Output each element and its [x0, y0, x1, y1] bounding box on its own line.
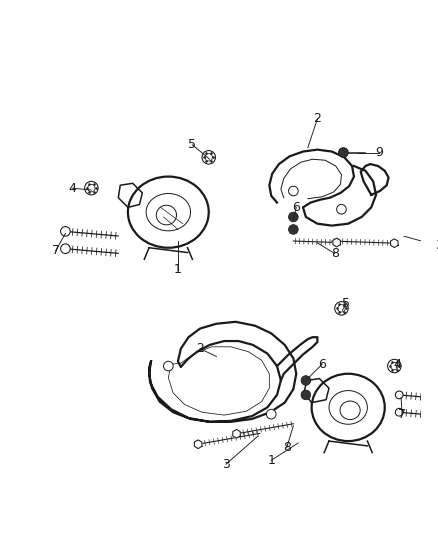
- Circle shape: [301, 376, 311, 385]
- Circle shape: [289, 212, 298, 222]
- Text: 8: 8: [331, 247, 339, 260]
- Circle shape: [335, 302, 348, 315]
- Polygon shape: [333, 238, 340, 247]
- Polygon shape: [391, 239, 398, 247]
- Polygon shape: [304, 378, 329, 402]
- Polygon shape: [233, 430, 240, 438]
- Text: 8: 8: [283, 441, 291, 454]
- Text: 1: 1: [174, 263, 182, 277]
- Circle shape: [396, 408, 403, 416]
- Text: 6: 6: [292, 201, 300, 214]
- Polygon shape: [118, 183, 142, 207]
- Text: 5: 5: [342, 297, 350, 310]
- Text: 4: 4: [68, 182, 76, 195]
- Polygon shape: [361, 164, 389, 195]
- Polygon shape: [269, 150, 376, 225]
- Text: 1: 1: [267, 454, 275, 467]
- Circle shape: [289, 224, 298, 235]
- Text: 3: 3: [222, 458, 230, 471]
- Circle shape: [337, 205, 346, 214]
- Circle shape: [163, 361, 173, 371]
- Text: 2: 2: [314, 112, 321, 125]
- Circle shape: [396, 391, 403, 399]
- Ellipse shape: [312, 374, 385, 441]
- Circle shape: [339, 148, 348, 157]
- Text: 9: 9: [375, 146, 383, 159]
- Text: 5: 5: [188, 139, 196, 151]
- Circle shape: [60, 244, 70, 254]
- Circle shape: [85, 181, 98, 195]
- Polygon shape: [194, 440, 202, 449]
- Circle shape: [202, 151, 215, 164]
- Circle shape: [301, 390, 311, 400]
- Circle shape: [289, 186, 298, 196]
- Text: 2: 2: [196, 342, 204, 355]
- Text: 6: 6: [318, 358, 326, 370]
- Text: 7: 7: [398, 408, 406, 421]
- Text: 3: 3: [434, 239, 438, 252]
- Text: 7: 7: [52, 244, 60, 257]
- Circle shape: [388, 359, 401, 373]
- Text: 4: 4: [393, 358, 401, 370]
- Circle shape: [60, 227, 70, 236]
- Polygon shape: [149, 322, 296, 422]
- Circle shape: [266, 409, 276, 419]
